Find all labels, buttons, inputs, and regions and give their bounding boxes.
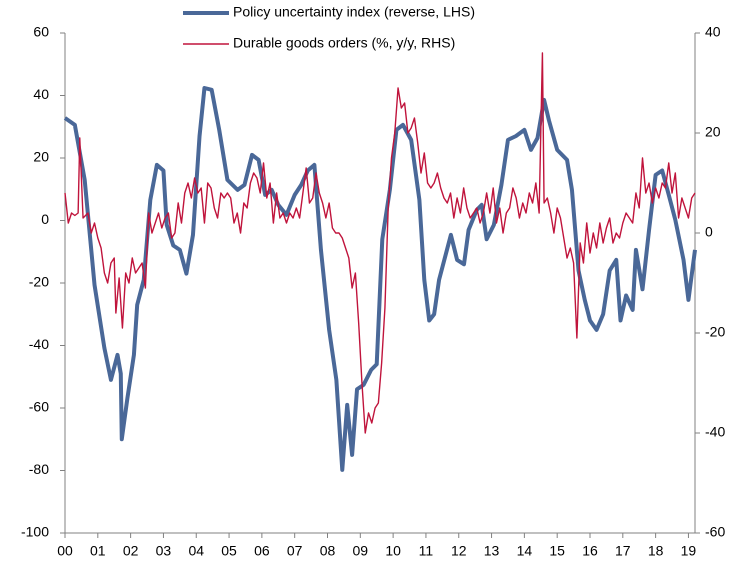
- legend-label: Policy uncertainty index (reverse, LHS): [233, 4, 475, 20]
- x-tick-label: 16: [582, 543, 598, 559]
- y2-tick-label: -40: [705, 424, 725, 440]
- x-tick-label: 09: [353, 543, 369, 559]
- x-tick-label: 04: [188, 543, 204, 559]
- x-tick-label: 10: [385, 543, 401, 559]
- y2-tick-label: -60: [705, 524, 725, 540]
- x-tick-label: 03: [156, 543, 172, 559]
- x-tick-label: 14: [517, 543, 533, 559]
- x-tick-label: 07: [287, 543, 303, 559]
- y-tick-label: 60: [33, 24, 49, 40]
- y-tick-label: 0: [41, 211, 49, 227]
- y-tick-label: 40: [33, 86, 49, 102]
- x-tick-label: 11: [419, 543, 434, 559]
- legend-label: Durable goods orders (%, y/y, RHS): [233, 35, 455, 51]
- x-tick-label: 08: [320, 543, 336, 559]
- y2-tick-label: 40: [705, 24, 721, 40]
- y-tick-label: -60: [29, 399, 49, 415]
- series-line: [63, 86, 697, 472]
- x-tick-label: 15: [549, 543, 565, 559]
- y-tick-label: 20: [33, 149, 49, 165]
- x-tick-label: 00: [57, 543, 73, 559]
- x-tick-label: 02: [123, 543, 139, 559]
- y-tick-label: -80: [29, 461, 49, 477]
- x-tick-label: 01: [90, 543, 106, 559]
- x-tick-label: 12: [451, 543, 467, 559]
- y2-tick-label: 0: [705, 224, 713, 240]
- y2-tick-label: -20: [705, 324, 725, 340]
- x-tick-label: 06: [254, 543, 270, 559]
- x-tick-label: 17: [615, 543, 631, 559]
- x-tick-label: 13: [484, 543, 500, 559]
- y-tick-label: -20: [29, 274, 49, 290]
- y2-tick-label: 20: [705, 124, 721, 140]
- series-line: [64, 52, 696, 434]
- x-tick-label: 18: [648, 543, 664, 559]
- y-tick-label: -100: [21, 524, 49, 540]
- x-tick-label: 05: [221, 543, 237, 559]
- x-tick-label: 19: [681, 543, 697, 559]
- y-tick-label: -40: [29, 336, 49, 352]
